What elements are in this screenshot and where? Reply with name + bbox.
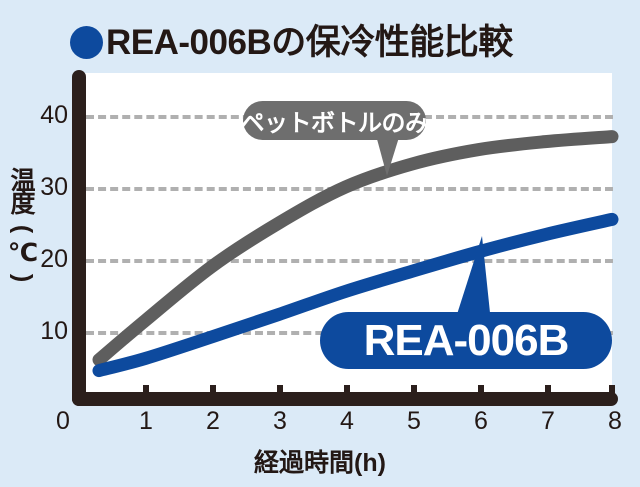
gridline-30 (86, 187, 613, 191)
x-tick-label-5: 5 (407, 407, 421, 435)
y-axis (72, 70, 86, 406)
x-axis-title: 経過時間(h) (254, 449, 386, 477)
x-tick-1 (143, 385, 149, 395)
y-tick-label-40: 40 (40, 101, 68, 129)
callout-pet-bottle-label: ペットボトルのみ (240, 110, 430, 137)
x-tick-3 (277, 385, 283, 395)
y-axis-title-unit: ℃ (7, 239, 39, 267)
x-tick-label-2: 2 (206, 407, 220, 435)
callout-rea-006b[interactable]: REA-006B (320, 312, 612, 369)
x-tick-8 (609, 385, 615, 395)
x-tick-2 (210, 385, 216, 395)
callout-rea-006b-label: REA-006B (363, 315, 570, 365)
y-tick-labels: 40 30 20 10 (28, 0, 68, 487)
y-tick-label-10: 10 (40, 317, 68, 345)
gridline-20 (86, 259, 613, 263)
callout-pet-bottle[interactable]: ペットボトルのみ (240, 101, 430, 140)
x-tick-6 (478, 385, 484, 395)
x-tick-7 (545, 385, 551, 395)
y-axis-title-paren-open: ( (9, 224, 37, 234)
x-tick-label-7: 7 (541, 407, 555, 435)
y-axis-title-paren-close: ) (9, 273, 37, 283)
y-axis-title-char-1: 温 (10, 167, 36, 195)
page-title-text: REA-006Bの保冷性能比較 (106, 22, 513, 62)
x-tick-label-3: 3 (273, 407, 287, 435)
blue-circle-bullet-icon (70, 25, 103, 59)
y-tick-label-30: 30 (40, 173, 68, 201)
page-title: REA-006Bの保冷性能比較 (70, 18, 513, 66)
x-tick-label-1: 1 (139, 407, 153, 435)
y-axis-title: 温 度 ( ℃ ) (6, 167, 40, 291)
x-tick-label-8: 8 (608, 407, 622, 435)
x-tick-5 (411, 385, 417, 395)
x-tick-label-4: 4 (340, 407, 354, 435)
x-tick-label-0: 0 (56, 407, 70, 435)
y-tick-label-20: 20 (40, 245, 68, 273)
x-axis (72, 392, 618, 406)
y-axis-title-char-2: 度 (10, 190, 36, 218)
x-tick-4 (344, 385, 350, 395)
x-tick-label-6: 6 (474, 407, 488, 435)
